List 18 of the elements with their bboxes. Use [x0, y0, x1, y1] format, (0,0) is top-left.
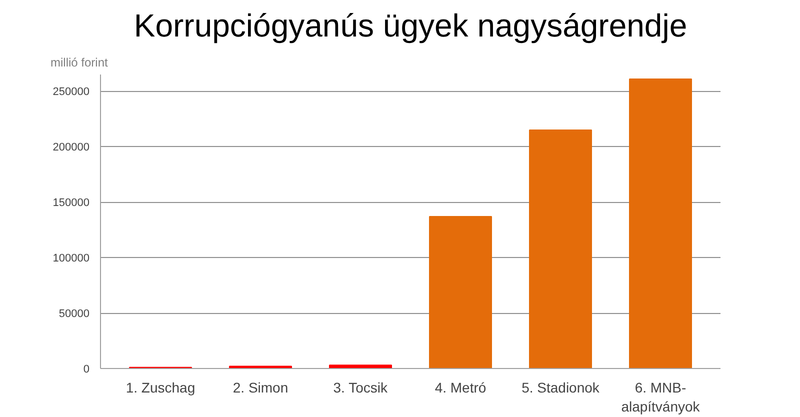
y-tick-label: 0: [83, 364, 90, 376]
y-tick-label: 150000: [52, 197, 90, 210]
y-axis-title: millió forint: [50, 56, 109, 70]
chart-title: Korrupciógyanús ügyek nagyságrendje: [134, 8, 688, 44]
y-tick-label: 200000: [52, 142, 90, 154]
x-tick-label: 4. Metró: [434, 380, 486, 396]
bar: [329, 364, 392, 368]
x-tick-label: 1. Zuschag: [126, 380, 196, 396]
y-tick-label: 50000: [58, 308, 90, 320]
bar: [629, 78, 692, 368]
x-tick-label: 3. Tocsik: [333, 380, 388, 396]
x-tick-label: 6. MNB- alapítványok: [621, 380, 701, 415]
bar: [529, 129, 592, 368]
x-tick-label: 2. Simon: [232, 380, 288, 396]
x-tick-label: 5. Stadionok: [522, 380, 600, 396]
y-tick-label: 250000: [52, 86, 90, 98]
bar: [429, 216, 492, 368]
y-tick-label: 100000: [52, 252, 90, 265]
